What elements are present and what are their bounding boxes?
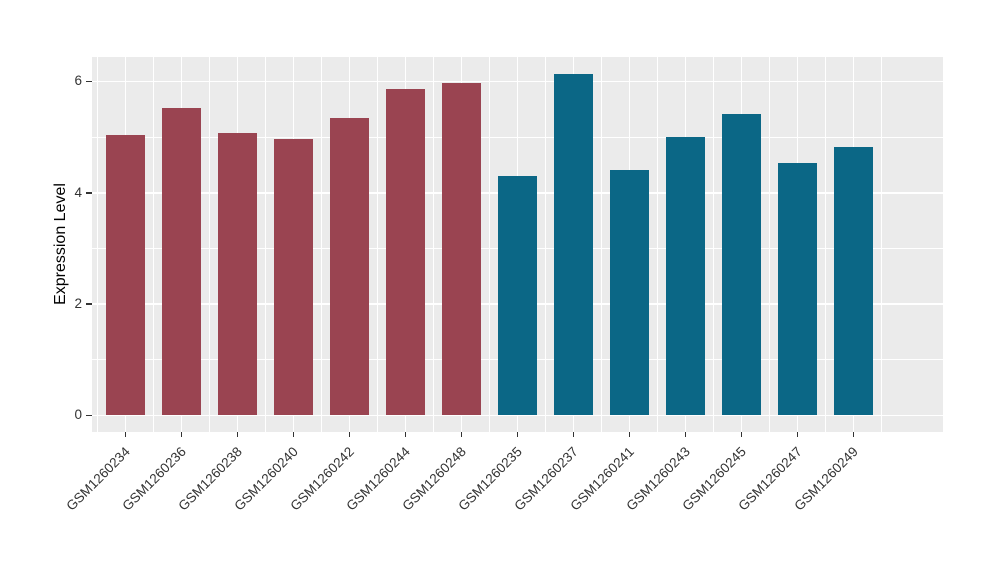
x-tick-mark	[852, 432, 855, 437]
bar-GSM1260245	[721, 114, 762, 416]
x-tick-mark	[292, 432, 295, 437]
x-minor-gridline	[265, 57, 267, 432]
x-minor-gridline	[712, 57, 714, 432]
bar-GSM1260238	[217, 132, 258, 416]
x-minor-gridline	[97, 57, 99, 432]
x-tick-mark	[124, 432, 127, 437]
x-minor-gridline	[377, 57, 379, 432]
plot-panel	[92, 57, 943, 432]
y-tick-label: 2	[74, 296, 82, 312]
x-minor-gridline	[880, 57, 882, 432]
bar-GSM1260235	[497, 175, 538, 416]
x-tick-mark	[684, 432, 687, 437]
bar-GSM1260243	[665, 137, 706, 416]
x-tick-mark	[348, 432, 351, 437]
x-minor-gridline	[656, 57, 658, 432]
x-minor-gridline	[433, 57, 435, 432]
x-minor-gridline	[489, 57, 490, 432]
x-minor-gridline	[768, 57, 770, 432]
x-tick-mark	[740, 432, 743, 437]
y-tick-label: 4	[74, 184, 82, 200]
x-minor-gridline	[153, 57, 155, 432]
x-tick-mark	[180, 432, 183, 437]
bar-GSM1260249	[833, 146, 873, 416]
bar-GSM1260242	[329, 118, 370, 416]
x-tick-mark	[404, 432, 407, 437]
bar-GSM1260240	[273, 139, 314, 416]
bar-GSM1260241	[609, 169, 650, 416]
x-tick-mark	[628, 432, 631, 437]
x-minor-gridline	[600, 57, 602, 432]
bar-GSM1260248	[441, 83, 482, 416]
bar-GSM1260236	[161, 108, 202, 416]
x-minor-gridline	[209, 57, 211, 432]
bar-GSM1260244	[385, 89, 426, 416]
y-tick-label: 6	[74, 73, 82, 89]
x-minor-gridline	[824, 57, 826, 432]
bar-GSM1260247	[777, 163, 818, 416]
y-tick-mark	[86, 414, 92, 417]
y-tick-mark	[86, 80, 92, 83]
x-tick-mark	[236, 432, 239, 437]
x-tick-mark	[572, 432, 575, 437]
y-tick-mark	[86, 192, 92, 194]
x-tick-mark	[796, 432, 799, 437]
bar-GSM1260237	[553, 74, 594, 416]
y-tick-label: 0	[74, 407, 82, 423]
x-tick-mark	[460, 432, 463, 437]
y-axis-title: Expression Level	[52, 183, 69, 305]
x-minor-gridline	[321, 57, 323, 432]
y-tick-mark	[86, 303, 92, 305]
bar-GSM1260234	[105, 134, 146, 416]
x-minor-gridline	[544, 57, 546, 432]
x-tick-mark	[516, 432, 519, 437]
